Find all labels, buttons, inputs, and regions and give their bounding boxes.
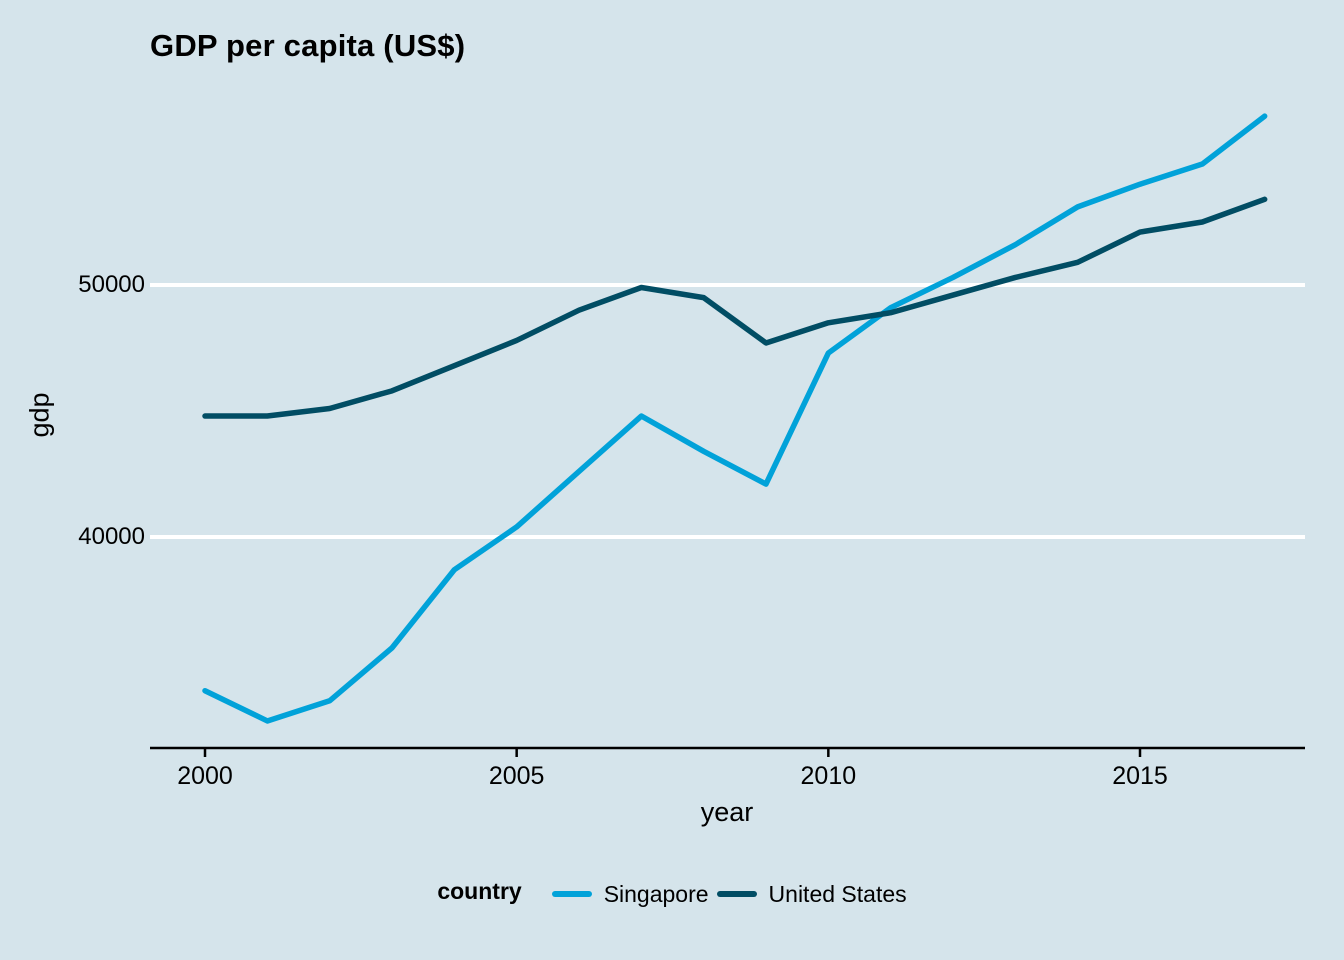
x-tick-label-2010: 2010: [800, 762, 857, 790]
legend-swatch-icon: [716, 891, 757, 897]
legend: country Singapore United States: [0, 876, 1344, 908]
legend-items: Singapore United States: [544, 876, 907, 908]
x-axis-label: year: [700, 797, 754, 827]
legend-label: United States: [768, 880, 907, 907]
legend-swatch-icon: [551, 891, 592, 897]
series-line-singapore: [202, 113, 1268, 724]
legend-item-singapore: Singapore: [551, 880, 709, 908]
y-axis-label: gdp: [24, 392, 55, 438]
chart-title: GDP per capita (US$): [150, 28, 466, 63]
legend-title: country: [437, 878, 522, 905]
x-tick-label-2000: 2000: [177, 762, 233, 790]
y-tick-label-50000: 50000: [78, 271, 145, 298]
x-tick-label-2005: 2005: [488, 762, 545, 790]
legend-label: Singapore: [603, 880, 709, 907]
x-tick-label-2015: 2015: [1112, 762, 1168, 790]
series-line-united-states: [202, 196, 1268, 419]
legend-item-united-states: United States: [716, 880, 907, 908]
y-tick-label-40000: 40000: [78, 523, 145, 550]
